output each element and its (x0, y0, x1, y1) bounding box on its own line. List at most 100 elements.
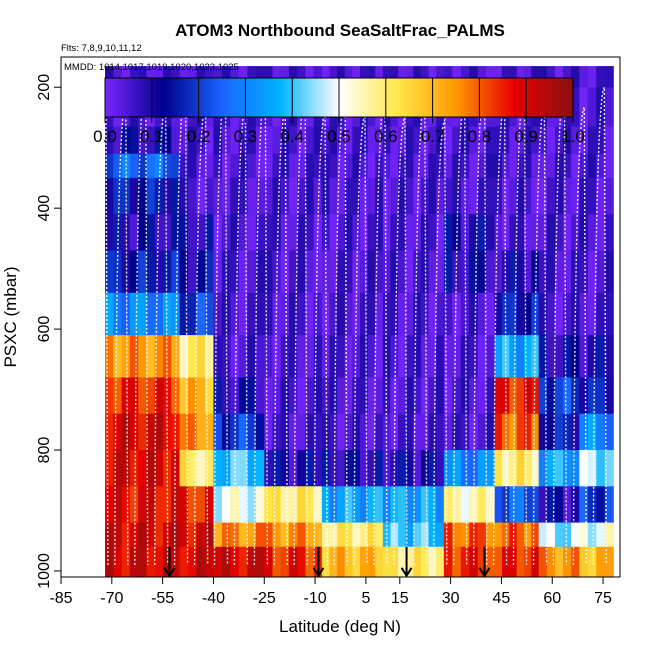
heatmap-cell (452, 214, 462, 251)
heatmap-cell (138, 214, 148, 251)
heatmap-cell (398, 66, 407, 88)
heatmap-cell (486, 450, 496, 487)
heatmap-cell (571, 87, 580, 127)
profile-arrow-head (400, 567, 413, 578)
heatmap-cell (477, 66, 487, 88)
x-tick-label: -40 (202, 590, 225, 607)
heatmap-cell (321, 450, 331, 487)
heatmap-cell (579, 377, 589, 415)
heatmap-cell (105, 377, 114, 415)
heatmap-cell (113, 377, 123, 415)
heatmap-cell (436, 486, 445, 523)
heatmap-cell (213, 250, 223, 294)
heatmap-cell (469, 153, 479, 179)
heatmap-cell (494, 153, 503, 179)
heatmap-cell (344, 413, 353, 451)
heatmap-cell (596, 153, 606, 179)
flight-track-profile (433, 117, 448, 565)
heatmap-cell (538, 214, 548, 251)
heatmap-cell (264, 377, 274, 415)
heatmap-cell (196, 546, 206, 578)
heatmap-cell (604, 87, 614, 127)
heatmap-cell (238, 292, 248, 336)
colorbar-tick-label: 0.8 (468, 127, 492, 146)
heatmap-cell (129, 292, 139, 336)
heatmap-cell (344, 177, 353, 215)
heatmap-cell (509, 214, 518, 251)
heatmap-cell (305, 450, 315, 487)
heatmap-cell (313, 377, 323, 415)
heatmap-cell (390, 126, 399, 155)
heatmap-cell (531, 126, 540, 155)
heatmap-cell (516, 522, 525, 548)
heatmap-cell (288, 546, 298, 578)
heatmap-cell (213, 335, 223, 378)
heatmap-cell (247, 153, 257, 179)
heatmap-cell (337, 250, 346, 294)
heatmap-cell (554, 377, 564, 415)
heatmap-cell (420, 250, 430, 294)
heatmap-cell (221, 177, 231, 215)
heatmap-cell (272, 214, 282, 251)
heatmap-cell (509, 177, 518, 215)
heatmap-cell (138, 486, 148, 523)
heatmap-cell (398, 126, 407, 155)
heatmap-cell (121, 450, 131, 487)
heatmap-cell (524, 292, 532, 336)
heatmap-cell (477, 413, 487, 451)
heatmap-cell (337, 450, 346, 487)
heatmap-cell (571, 486, 580, 523)
heatmap-cell (554, 546, 564, 578)
heatmap-cell (344, 546, 353, 578)
heatmap-cell (264, 335, 274, 378)
heatmap-cell (129, 214, 139, 251)
heatmap-cell (213, 377, 223, 415)
heatmap-cell (390, 250, 399, 294)
heatmap-cell (579, 546, 589, 578)
heatmap-cell (587, 486, 597, 523)
heatmap-cell (546, 486, 556, 523)
heatmap-cell (179, 413, 189, 451)
heatmap-cell (146, 153, 156, 179)
heatmap-cell (509, 546, 518, 578)
heatmap-cell (367, 413, 376, 451)
heatmap-cell (146, 250, 156, 294)
heatmap-cell (436, 546, 445, 578)
heatmap-cell (436, 250, 445, 294)
heatmap-cell (516, 214, 525, 251)
heatmap-cell (329, 413, 338, 451)
heatmap-cell (563, 413, 572, 451)
heatmap-cell (477, 377, 487, 415)
heatmap-cell (204, 153, 215, 179)
heatmap-cell (179, 126, 189, 155)
heatmap-cell (188, 126, 198, 155)
heatmap-cell (443, 486, 453, 523)
heatmap-cell (443, 292, 453, 336)
heatmap-cell (221, 486, 231, 523)
heatmap-cell (196, 522, 206, 548)
heatmap-cell (163, 126, 172, 155)
heatmap-cell (138, 522, 148, 548)
heatmap-cell (579, 522, 589, 548)
heatmap-cell (221, 250, 231, 294)
heatmap-cell (255, 450, 265, 487)
heatmap-cell (154, 486, 164, 523)
heatmap-cell (129, 546, 139, 578)
heatmap-cell (436, 292, 445, 336)
heatmap-cell (196, 377, 206, 415)
heatmap-cell (382, 486, 392, 523)
heatmap-cell (494, 292, 503, 336)
colorbar-tick-label: 0.9 (514, 127, 538, 146)
heatmap-cell (563, 377, 572, 415)
heatmap-cell (413, 450, 422, 487)
heatmap-cell (390, 66, 399, 88)
heatmap-cell (188, 66, 198, 88)
heatmap-cell (587, 335, 597, 378)
heatmap-cell (604, 522, 614, 548)
heatmap-cell (359, 335, 369, 378)
x-tick-label: 15 (391, 590, 409, 607)
heatmap-cell (238, 335, 248, 378)
heatmap-cell (563, 153, 572, 179)
heatmap-cell (382, 292, 392, 336)
heatmap-cell (129, 450, 139, 487)
